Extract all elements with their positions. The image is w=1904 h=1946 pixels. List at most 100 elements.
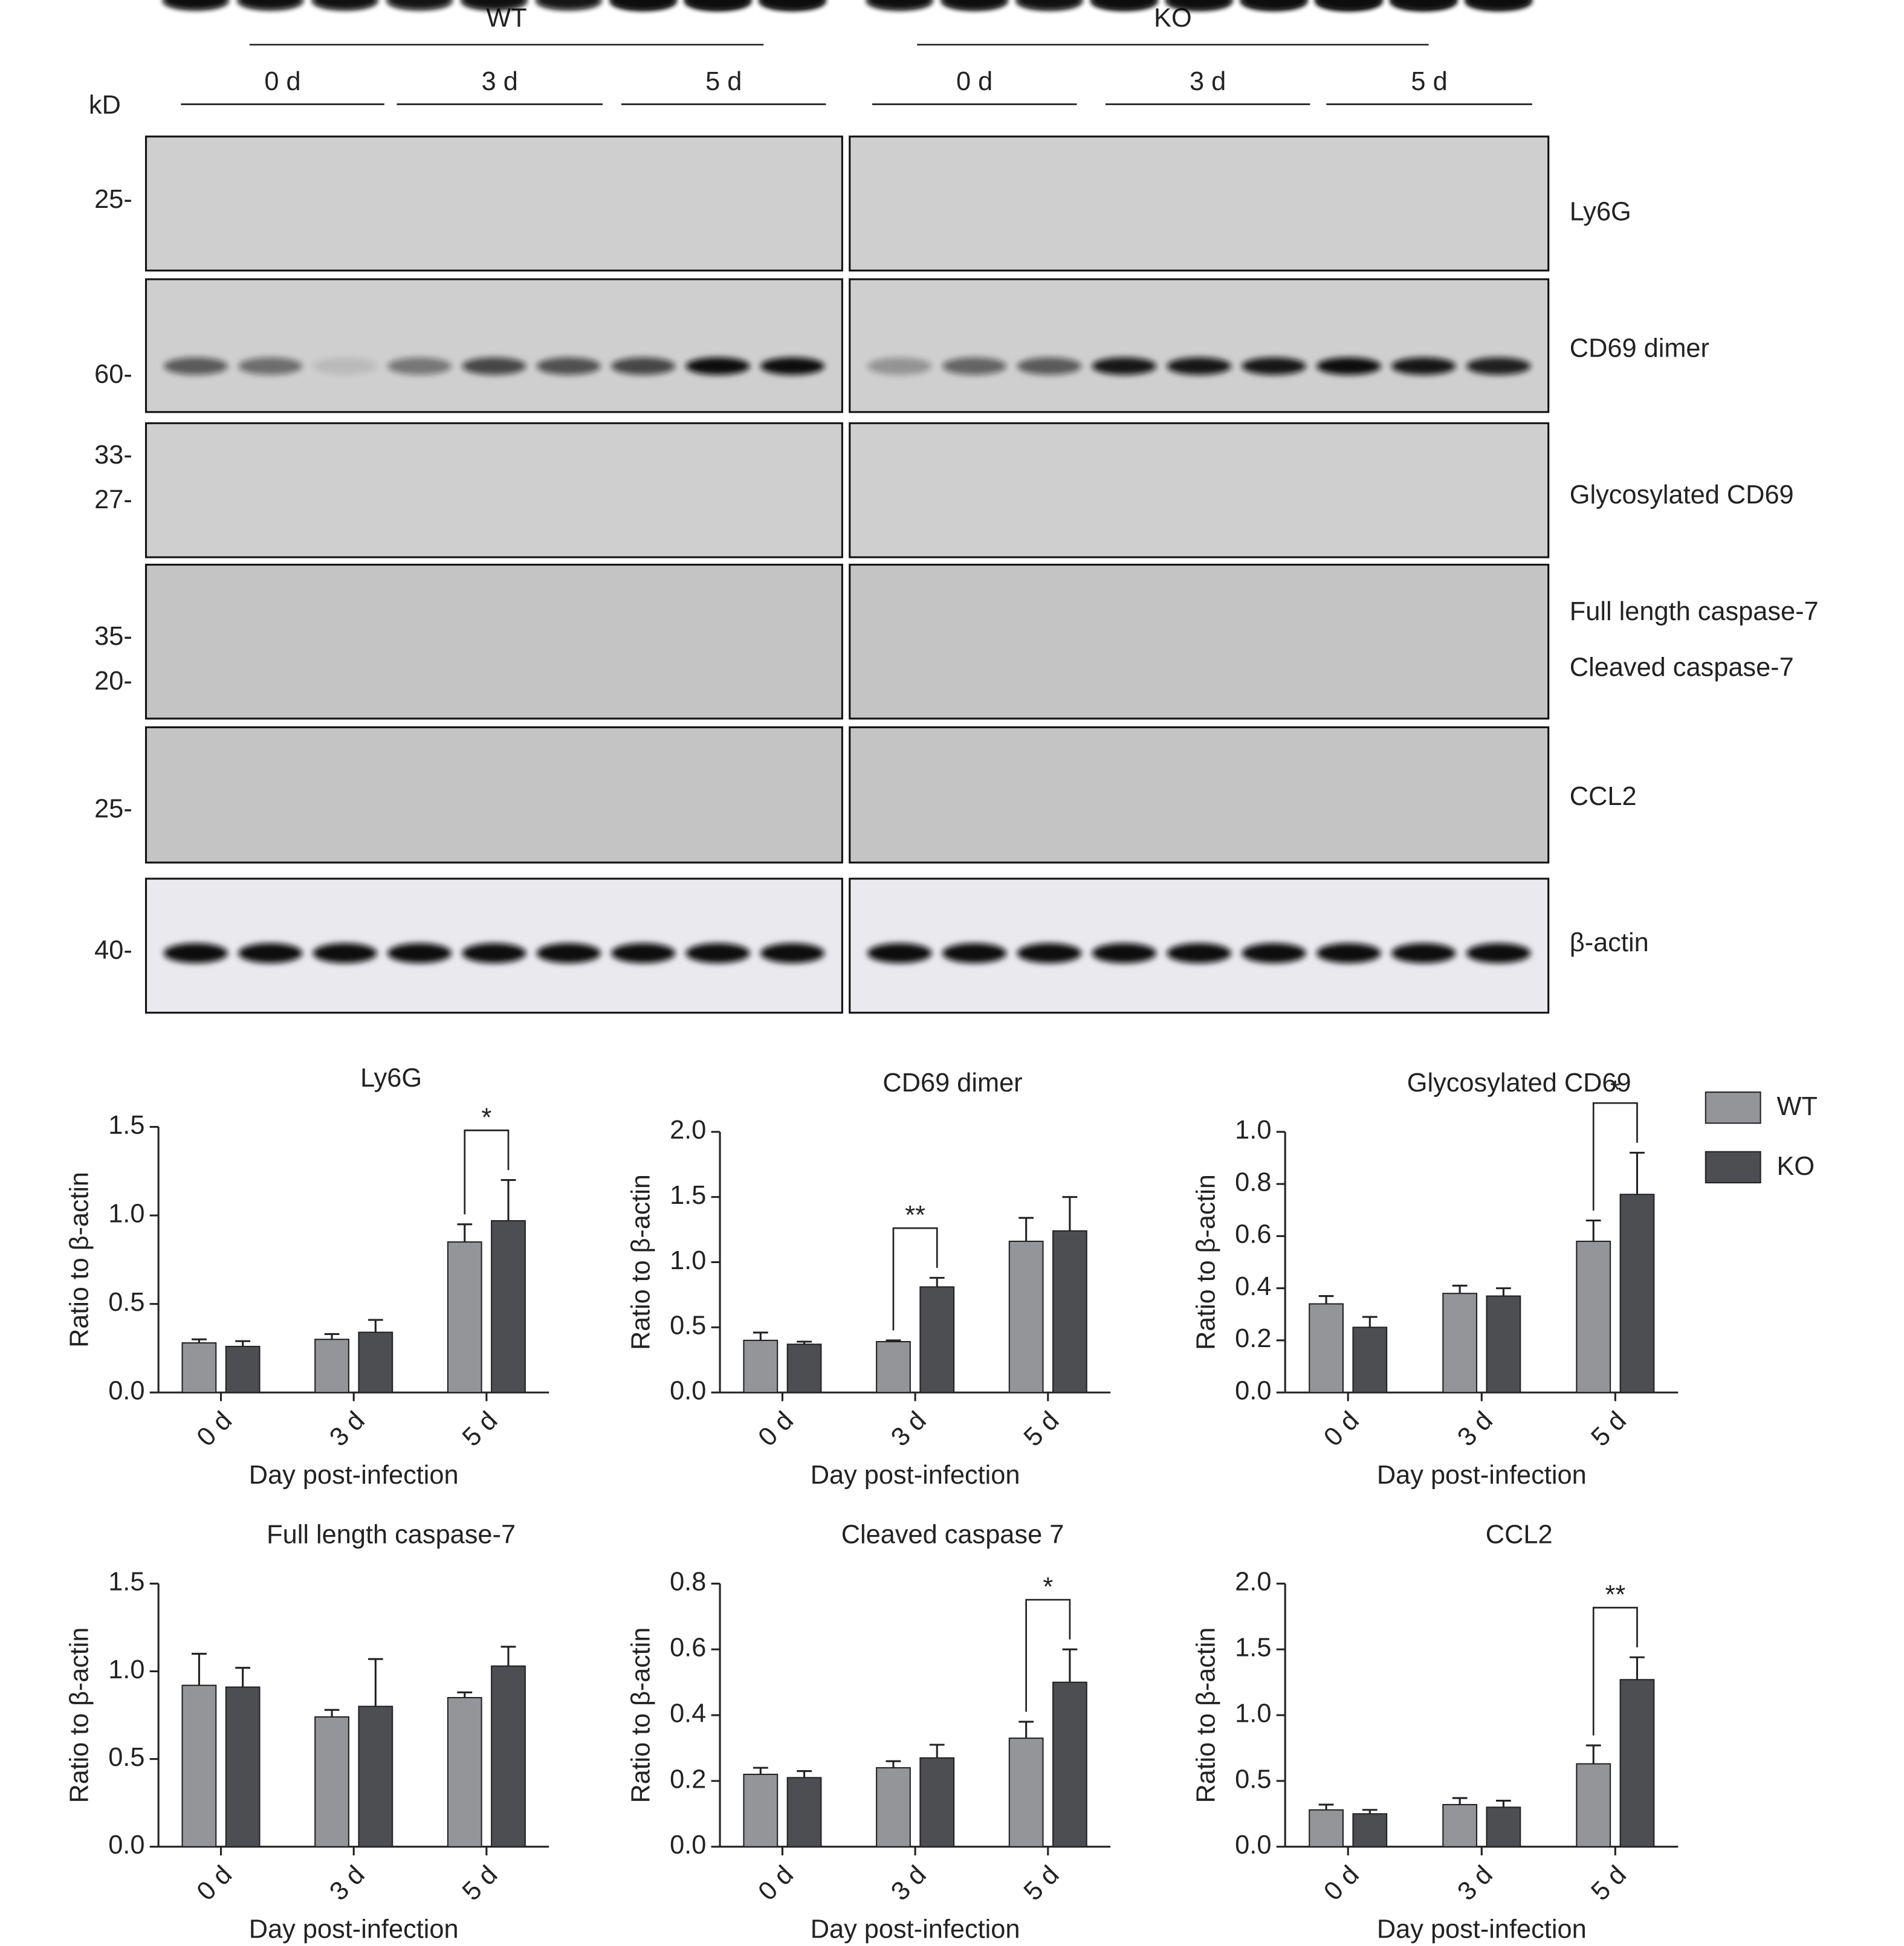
blot-band (1242, 357, 1306, 375)
blot-image (144, 726, 843, 864)
significance-label: ** (1605, 1580, 1625, 1609)
blot-band (1466, 0, 1531, 9)
x-tick-label: 0 d (753, 1860, 799, 1906)
significance-bracket (1592, 1606, 1638, 1736)
blot-band (1316, 943, 1381, 963)
x-tick-label: 3 d (1452, 1406, 1498, 1452)
y-tick-label: 0.0 (670, 1377, 706, 1406)
blot-band (867, 943, 932, 963)
error-bar (368, 1319, 383, 1333)
bar (1008, 1737, 1044, 1847)
error-bar (1318, 1803, 1334, 1810)
blot-band (611, 943, 676, 963)
blot-band (942, 0, 1007, 9)
significance-label: * (1610, 1076, 1621, 1105)
error-bar (1585, 1744, 1601, 1764)
x-axis-label: Day post-infection (811, 1461, 1020, 1490)
error-bar (1018, 1721, 1034, 1739)
x-tick-label: 0 d (1318, 1406, 1365, 1452)
blot-image (849, 278, 1550, 413)
x-tick-label: 3 d (886, 1860, 932, 1906)
significance-bracket (1592, 1102, 1638, 1211)
bar (447, 1241, 482, 1394)
blot-image (144, 422, 843, 558)
error-bar (368, 1658, 383, 1707)
error-bar (1630, 1151, 1645, 1195)
blot-band (867, 357, 932, 375)
x-axis-label: Day post-infection (249, 1461, 459, 1490)
y-tick-label: 2.0 (670, 1116, 706, 1145)
bar (1486, 1806, 1521, 1847)
blot-band (536, 357, 601, 375)
protein-label: β-actin (1570, 928, 1649, 957)
error-bar (1452, 1797, 1468, 1805)
error-bar (1630, 1656, 1645, 1680)
error-bar (235, 1667, 251, 1687)
x-axis-label: Day post-infection (1377, 1461, 1587, 1490)
x-tick-label: 0 d (753, 1406, 799, 1452)
protein-label: Glycosylated CD69 (1570, 480, 1794, 509)
bar (447, 1696, 482, 1847)
blot-band (1167, 0, 1231, 9)
blot-band (163, 357, 228, 375)
error-bar (797, 1340, 812, 1345)
y-tick-label: 0.0 (108, 1831, 144, 1860)
mw-marker: 27- (94, 485, 132, 514)
blot-band (760, 0, 825, 9)
blot-band (942, 943, 1007, 963)
blot-band (387, 0, 452, 9)
error-bar (324, 1333, 340, 1340)
blot-band (1167, 943, 1231, 963)
y-tick-label: 2.0 (1235, 1568, 1271, 1597)
legend-swatch (1705, 1151, 1761, 1184)
mw-marker: 35- (94, 622, 132, 651)
error-bar (753, 1767, 768, 1774)
bar (358, 1705, 393, 1847)
error-bar (753, 1331, 768, 1340)
bar (225, 1345, 261, 1394)
bar (181, 1684, 217, 1847)
mw-marker: 40- (94, 936, 132, 965)
y-tick-label: 1.0 (1235, 1116, 1271, 1145)
error-bar (1062, 1648, 1078, 1683)
protein-label: Full length caspase-7 (1570, 597, 1819, 626)
bar (225, 1686, 261, 1847)
x-tick-label: 5 d (1018, 1860, 1065, 1906)
bar (1442, 1293, 1478, 1394)
bar (491, 1220, 526, 1394)
y-axis-label: Ratio to β-actin (65, 1628, 94, 1803)
blot-band (312, 357, 377, 375)
y-tick-label: 0.2 (1235, 1324, 1271, 1353)
blot-band (867, 0, 932, 9)
blot-band (312, 943, 377, 963)
y-axis-label: Ratio to β-actin (626, 1174, 655, 1350)
error-bar (1362, 1809, 1378, 1814)
significance-bracket (1025, 1598, 1071, 1712)
blot-band (1092, 357, 1157, 375)
y-tick-label: 0.4 (670, 1699, 706, 1728)
blot-band (1391, 943, 1456, 963)
error-bar (500, 1646, 516, 1666)
y-tick-label: 1.0 (670, 1246, 706, 1275)
day-label: 3 d (1190, 67, 1226, 96)
y-tick-label: 0.8 (1235, 1168, 1271, 1197)
chart-title: CCL2 (1486, 1521, 1553, 1550)
blot-band (238, 943, 303, 963)
error-bar (797, 1770, 812, 1778)
blot-image (849, 726, 1550, 864)
blot-band (462, 943, 526, 963)
significance-bracket (892, 1227, 938, 1331)
blot-band (1466, 943, 1531, 963)
day-label: 5 d (1411, 67, 1447, 96)
bar (786, 1777, 822, 1847)
blot-band (238, 0, 303, 9)
blot-band (1167, 357, 1231, 375)
bar (743, 1339, 779, 1394)
blot-band (163, 943, 228, 963)
error-bar (235, 1340, 251, 1346)
bar (181, 1342, 217, 1394)
blot-band (1242, 943, 1306, 963)
bar (1619, 1679, 1655, 1847)
